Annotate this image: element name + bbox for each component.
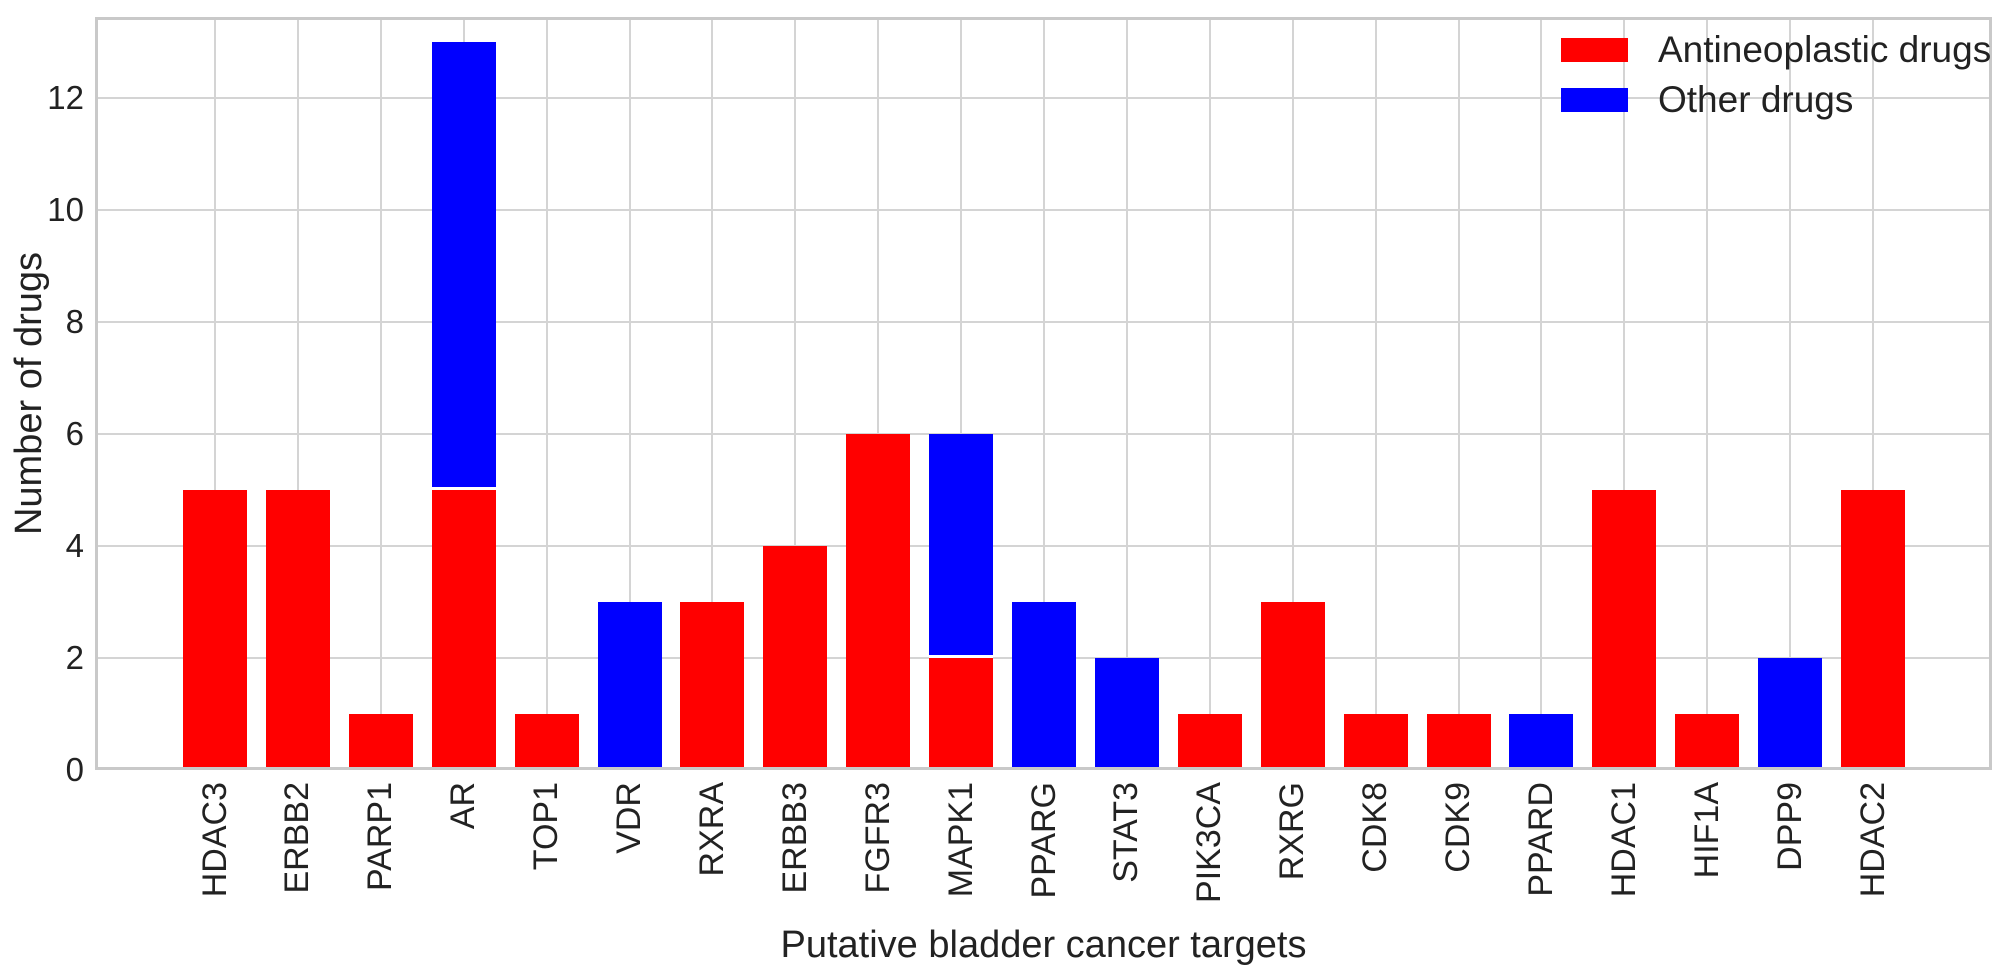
- x-tick-label: HIF1A: [1687, 782, 1726, 879]
- bar-segment-other-pparg: [1012, 602, 1076, 770]
- v-gridline: [1125, 17, 1128, 770]
- bar-segment-antineoplastic-cdk8: [1343, 714, 1408, 770]
- v-gridline: [1540, 17, 1543, 770]
- v-gridline: [628, 17, 631, 770]
- bar-segment-other-ppard: [1509, 714, 1574, 770]
- legend-entry-other-drugs: Other drugs: [1561, 78, 1853, 122]
- bar-segment-antineoplastic-ar: [431, 490, 496, 770]
- x-tick-label: TOP1: [527, 782, 566, 871]
- x-axis-title: Putative bladder cancer targets: [780, 924, 1307, 966]
- v-gridline: [296, 17, 299, 770]
- v-gridline: [877, 17, 880, 770]
- x-tick-label: MAPK1: [941, 782, 980, 898]
- legend-swatch-antineoplastic-drugs: [1561, 38, 1628, 62]
- y-tick-label: 4: [65, 527, 84, 564]
- bar-segment-antineoplastic-rxra: [680, 602, 745, 770]
- x-tick-label: ERBB3: [775, 782, 814, 894]
- y-tick-label: 12: [47, 79, 84, 116]
- v-gridline: [1457, 17, 1460, 770]
- x-tick-label: CDK8: [1356, 782, 1395, 873]
- x-tick-label: PIK3CA: [1190, 782, 1229, 903]
- x-tick-label: ERBB2: [278, 782, 317, 894]
- bar-segment-antineoplastic-parp1: [348, 714, 413, 770]
- v-gridline: [545, 17, 548, 770]
- v-gridline: [214, 17, 216, 770]
- v-gridline: [794, 17, 797, 770]
- x-tick-label: HDAC3: [195, 782, 234, 898]
- bar-segment-antineoplastic-erbb2: [265, 490, 330, 770]
- v-gridline: [1374, 17, 1377, 770]
- v-gridline: [960, 17, 963, 770]
- v-gridline: [711, 17, 714, 770]
- v-gridline: [1208, 17, 1211, 770]
- bar-segment-antineoplastic-hdac1: [1592, 490, 1657, 770]
- bar-segment-antineoplastic-hdac2: [1841, 490, 1905, 770]
- bar-segment-antineoplastic-hif1a: [1675, 714, 1740, 770]
- bar-segment-antineoplastic-cdk9: [1426, 714, 1491, 770]
- v-gridline: [1706, 17, 1709, 770]
- x-tick-label: CDK9: [1439, 782, 1477, 873]
- x-tick-label: AR: [444, 782, 483, 830]
- bar-segment-other-stat3: [1094, 658, 1159, 770]
- y-tick-label: 2: [65, 639, 84, 676]
- bar-segment-antineoplastic-pik3ca: [1177, 714, 1242, 770]
- bar-segment-antineoplastic-top1: [514, 714, 579, 770]
- bar-segment-other-vdr: [597, 602, 662, 770]
- bar-segment-antineoplastic-erbb3: [763, 546, 828, 770]
- x-tick-label: RXRA: [692, 782, 731, 877]
- y-tick-label: 8: [65, 303, 84, 340]
- legend-label: Antineoplastic drugs: [1658, 29, 1992, 70]
- x-tick-label: PARP1: [361, 782, 400, 891]
- x-tick-label: RXRG: [1273, 782, 1312, 881]
- x-tick-label: PPARG: [1024, 782, 1063, 899]
- x-tick-label: STAT3: [1107, 782, 1146, 883]
- x-tick-label: DPP9: [1770, 782, 1809, 871]
- y-tick-label: 10: [47, 191, 84, 228]
- x-tick-label: HDAC1: [1604, 782, 1643, 898]
- bar-segment-other-mapk1: [929, 434, 994, 658]
- legend-label: Other drugs: [1658, 79, 1854, 120]
- bar-segment-other-dpp9: [1758, 658, 1823, 770]
- bar-segment-antineoplastic-rxrg: [1260, 602, 1325, 770]
- bar-segment-antineoplastic-mapk1: [929, 658, 994, 770]
- v-gridline: [1872, 17, 1874, 770]
- v-gridline: [1623, 17, 1626, 770]
- bar-segment-antineoplastic-fgfr3: [846, 434, 911, 770]
- legend-swatch-other-drugs: [1561, 88, 1628, 112]
- v-gridline: [379, 17, 382, 770]
- v-gridline: [1789, 17, 1792, 770]
- v-gridline: [1043, 17, 1045, 770]
- y-axis-title: Number of drugs: [8, 252, 50, 536]
- x-tick-label: HDAC2: [1853, 782, 1892, 898]
- y-tick-label: 6: [65, 415, 84, 452]
- x-tick-label: FGFR3: [858, 782, 897, 894]
- v-gridline: [1291, 17, 1294, 770]
- x-tick-label: VDR: [610, 782, 648, 854]
- legend-entry-antineoplastic-drugs: Antineoplastic drugs: [1561, 28, 1991, 72]
- bar-segment-antineoplastic-hdac3: [183, 490, 247, 770]
- x-tick-label: PPARD: [1521, 782, 1560, 897]
- bar-segment-other-ar: [431, 42, 496, 490]
- y-tick-label: 0: [65, 751, 84, 788]
